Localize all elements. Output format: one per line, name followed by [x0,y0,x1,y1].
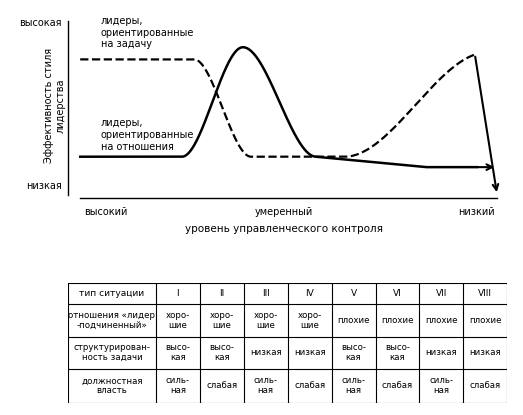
Text: умеренный: умеренный [255,207,313,217]
Text: высо-
кая: высо- кая [209,343,234,362]
Text: высокая: высокая [19,18,62,28]
Text: лидеры,
ориентированные
на отношения: лидеры, ориентированные на отношения [100,118,194,151]
Text: структурирован-
ность задачи: структурирован- ность задачи [73,343,151,362]
Text: высо-
кая: высо- кая [385,343,410,362]
Text: высо-
кая: высо- кая [165,343,190,362]
Text: VII: VII [436,289,447,298]
Text: силь-
ная: силь- ная [254,376,278,395]
Text: силь-
ная: силь- ная [342,376,366,395]
Text: отношения «лидер
-подчиненный»: отношения «лидер -подчиненный» [69,311,155,330]
Text: плохие: плохие [337,316,370,325]
Text: низкий: низкий [459,207,495,217]
Text: VI: VI [393,289,402,298]
Text: низкая: низкая [250,348,281,357]
Text: VIII: VIII [479,289,492,298]
Text: V: V [350,289,357,298]
Text: хоро-
шие: хоро- шие [298,311,322,330]
Text: слабая: слабая [294,381,325,390]
Text: плохие: плохие [469,316,502,325]
Text: слабая: слабая [382,381,413,390]
Text: хоро-
шие: хоро- шие [210,311,234,330]
Text: низкая: низкая [426,348,457,357]
Text: высо-
кая: высо- кая [341,343,366,362]
Text: силь-
ная: силь- ная [429,376,453,395]
Text: низкая: низкая [470,348,501,357]
Text: низкая: низкая [294,348,325,357]
Text: хоро-
шие: хоро- шие [254,311,278,330]
Text: слабая: слабая [470,381,501,390]
Text: силь-
ная: силь- ная [166,376,190,395]
Text: плохие: плохие [425,316,458,325]
Text: IV: IV [305,289,314,298]
Text: должностная
власть: должностная власть [81,376,143,395]
Text: III: III [262,289,270,298]
Text: плохие: плохие [381,316,414,325]
Text: низкая: низкая [26,181,62,191]
Text: II: II [219,289,224,298]
Text: слабая: слабая [206,381,237,390]
Text: уровень управленческого контроля: уровень управленческого контроля [185,225,383,234]
Text: высокий: высокий [84,207,128,217]
Text: I: I [176,289,179,298]
Text: лидеры,
ориентированные
на задачу: лидеры, ориентированные на задачу [100,16,194,49]
Text: тип ситуации: тип ситуации [79,289,144,298]
Y-axis label: Эффективность стиля
лидерства: Эффективность стиля лидерства [43,48,65,163]
Text: хоро-
шие: хоро- шие [166,311,190,330]
